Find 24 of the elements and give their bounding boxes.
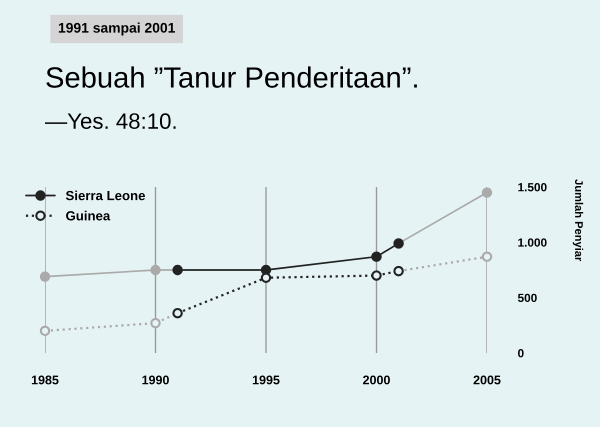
chart-subtitle: —Yes. 48:10. [45, 113, 176, 129]
point [371, 252, 382, 262]
point [40, 326, 50, 336]
y-tick-label: 0 [518, 349, 524, 358]
y-tick-label: 1.000 [518, 238, 547, 247]
y-tick-label: 500 [518, 294, 537, 302]
point [371, 270, 382, 281]
chart-title: Sebuah ”Tanur Penderitaan”. [46, 66, 417, 88]
y-axis-title: Jumlah Penyiar [572, 179, 584, 262]
point [260, 272, 272, 283]
legend-label: Sierra Leone [66, 190, 145, 200]
text: 1991 sampai 2001 [58, 22, 175, 36]
x-tick-label: 1995 [252, 376, 280, 384]
y-tick-label: 1.500 [518, 183, 547, 192]
x-tick-label: 1990 [142, 376, 169, 384]
point [150, 264, 161, 276]
x-tick-label: 2005 [474, 376, 501, 384]
x-tick-label: 2000 [363, 376, 390, 384]
point [40, 271, 50, 282]
legend-label: Guinea [66, 210, 110, 220]
point [482, 252, 492, 262]
point [150, 318, 161, 328]
x-tick-label: 1985 [32, 376, 59, 384]
point [482, 187, 492, 198]
